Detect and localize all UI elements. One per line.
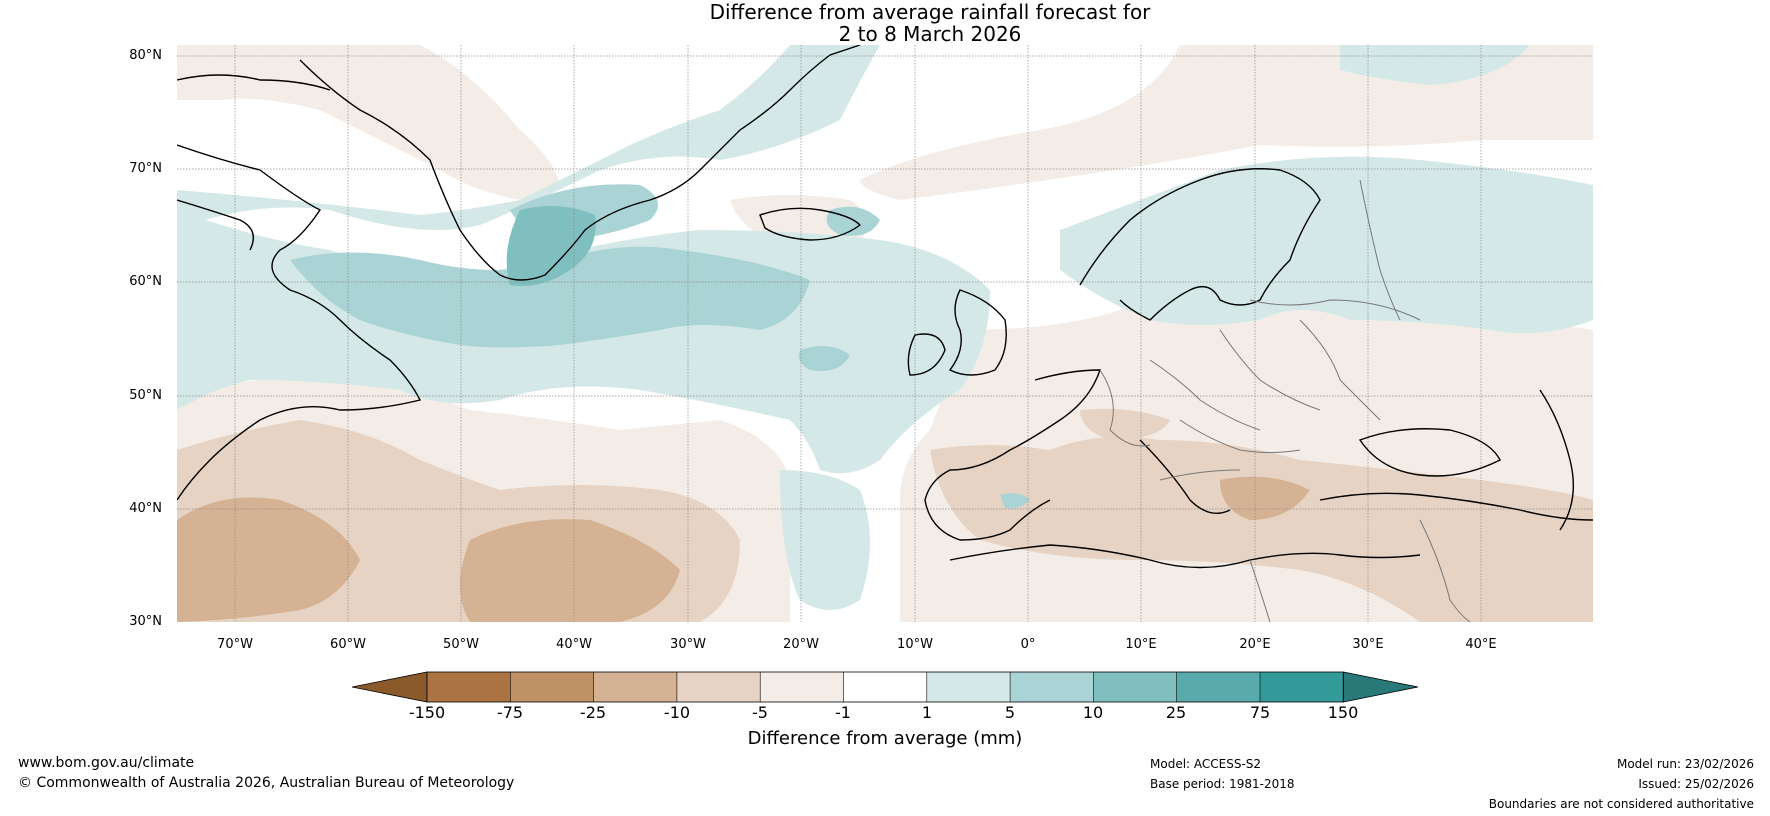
colorbar-segment bbox=[510, 672, 594, 702]
colorbar-segment bbox=[760, 672, 844, 702]
lat-label-60n: 60°N bbox=[129, 274, 162, 289]
border-8 bbox=[1359, 179, 1401, 321]
colorbar-segment bbox=[1093, 672, 1177, 702]
colorbar-title: Difference from average (mm) bbox=[747, 728, 1023, 749]
dry-region-mediterranean bbox=[930, 436, 1593, 622]
border-7 bbox=[1159, 469, 1241, 481]
colorbar-tick-label: 25 bbox=[1165, 703, 1187, 722]
lon-label-50w: 50°W bbox=[443, 637, 479, 652]
coast-canada bbox=[177, 144, 422, 501]
border-6 bbox=[1179, 419, 1301, 453]
issued-text: Issued: 25/02/2026 bbox=[1638, 777, 1754, 791]
coast-turkey bbox=[1319, 492, 1593, 521]
lon-label-20w: 20°W bbox=[783, 637, 819, 652]
coast-greenland bbox=[299, 45, 861, 281]
colorbar-tick-label: -75 bbox=[496, 703, 524, 722]
coast-scandinavia bbox=[1079, 168, 1321, 321]
lon-label-60w: 60°W bbox=[330, 637, 366, 652]
colorbar-tick-label: -25 bbox=[579, 703, 607, 722]
copyright-text: © Commonwealth of Australia 2026, Austra… bbox=[18, 775, 515, 791]
coast-mediterranean-south bbox=[949, 544, 1421, 569]
coast-black-sea bbox=[1358, 428, 1501, 477]
colorbar-segment bbox=[926, 672, 1011, 702]
website-text: www.bom.gov.au/climate bbox=[18, 755, 195, 771]
border-3 bbox=[1219, 329, 1321, 411]
border-2 bbox=[1149, 359, 1261, 431]
coast-ireland bbox=[907, 333, 946, 376]
lon-label-20e: 20°E bbox=[1239, 637, 1271, 652]
lat-label-40n: 40°N bbox=[129, 501, 162, 516]
colorbar-segment bbox=[676, 672, 761, 702]
coast-british-isles bbox=[948, 289, 1007, 376]
wet-region-svalbard bbox=[1340, 45, 1530, 85]
lat-label-30n: 30°N bbox=[129, 614, 162, 629]
border-1 bbox=[1099, 369, 1151, 447]
map-title-line2: 2 to 8 March 2026 bbox=[838, 22, 1022, 46]
graticule bbox=[177, 45, 1593, 622]
colorbar-segment bbox=[1010, 672, 1094, 702]
coastlines bbox=[177, 45, 1593, 569]
dry-region-sargasso-east bbox=[460, 519, 680, 622]
border-4 bbox=[1299, 319, 1381, 421]
colorbar-tick-label: 75 bbox=[1249, 703, 1271, 722]
dry-region-sargasso-west bbox=[177, 497, 360, 622]
coast-baffin bbox=[177, 199, 254, 251]
lat-label-80n: 80°N bbox=[129, 48, 162, 63]
border-9 bbox=[1419, 519, 1471, 622]
colorbar-tick-label: -10 bbox=[663, 703, 691, 722]
wet-region-sub-tropics bbox=[780, 470, 870, 610]
colorbar-segment bbox=[1176, 672, 1260, 702]
coast-greenland-north bbox=[177, 74, 331, 91]
lon-label-70w: 70°W bbox=[217, 637, 253, 652]
coast-iberia-france bbox=[924, 369, 1101, 541]
colorbar-segment bbox=[427, 672, 511, 702]
colorbar-tick-label: -150 bbox=[408, 703, 446, 722]
country-borders bbox=[1099, 179, 1471, 622]
lon-label-10w: 10°W bbox=[897, 637, 933, 652]
model-text: Model: ACCESS-S2 bbox=[1150, 757, 1262, 771]
colorbar-extend-low bbox=[351, 671, 428, 703]
coast-iceland bbox=[759, 207, 862, 241]
colorbar-extend-high bbox=[1342, 671, 1419, 703]
border-10 bbox=[1249, 559, 1271, 622]
lat-label-50n: 50°N bbox=[129, 388, 162, 403]
lon-label-40e: 40°E bbox=[1465, 637, 1497, 652]
lon-label-10e: 10°E bbox=[1125, 637, 1157, 652]
lon-label-30w: 30°W bbox=[670, 637, 706, 652]
wet-region-tyrrhenian bbox=[1000, 493, 1030, 509]
lon-label-0: 0° bbox=[1020, 637, 1036, 652]
model-run-text: Model run: 23/02/2026 bbox=[1616, 757, 1754, 771]
colorbar-tick-label: -5 bbox=[752, 703, 768, 722]
colorbar-tick-label: 5 bbox=[1004, 703, 1016, 722]
wet-region-greenland-tip bbox=[506, 206, 596, 286]
coast-italy bbox=[1139, 439, 1231, 514]
colorbar bbox=[351, 671, 1419, 703]
colorbar-segment bbox=[843, 672, 927, 702]
wet-region-north-atlantic bbox=[177, 45, 880, 230]
colorbar-tick-label: 150 bbox=[1327, 703, 1359, 722]
wet-region-labrador-sea bbox=[290, 246, 810, 348]
colorbar-tick-label: 10 bbox=[1082, 703, 1104, 722]
colorbar-tick-label: -1 bbox=[835, 703, 851, 722]
map-area bbox=[177, 45, 1593, 622]
dry-region-arctic bbox=[177, 45, 560, 200]
disclaimer-text: Boundaries are not considered authoritat… bbox=[1488, 797, 1754, 811]
lon-label-30e: 30°E bbox=[1352, 637, 1384, 652]
anomaly-wet-strong bbox=[506, 206, 596, 286]
colorbar-outline bbox=[426, 671, 1344, 703]
colorbar-segment bbox=[1260, 672, 1344, 702]
dry-region-east-arctic bbox=[860, 45, 1593, 200]
lat-label-70n: 70°N bbox=[129, 161, 162, 176]
base-period-text: Base period: 1981-2018 bbox=[1150, 777, 1295, 791]
lon-label-40w: 40°W bbox=[556, 637, 592, 652]
map-title-line1: Difference from average rainfall forecas… bbox=[709, 0, 1151, 24]
coast-caspian bbox=[1539, 389, 1575, 531]
wet-region-mid-atlantic-spot bbox=[798, 346, 850, 371]
dry-region-balkans bbox=[1080, 408, 1170, 440]
colorbar-tick-label: 1 bbox=[921, 703, 933, 722]
anomaly-dry-strong bbox=[177, 476, 1310, 622]
colorbar-segment bbox=[593, 672, 677, 702]
